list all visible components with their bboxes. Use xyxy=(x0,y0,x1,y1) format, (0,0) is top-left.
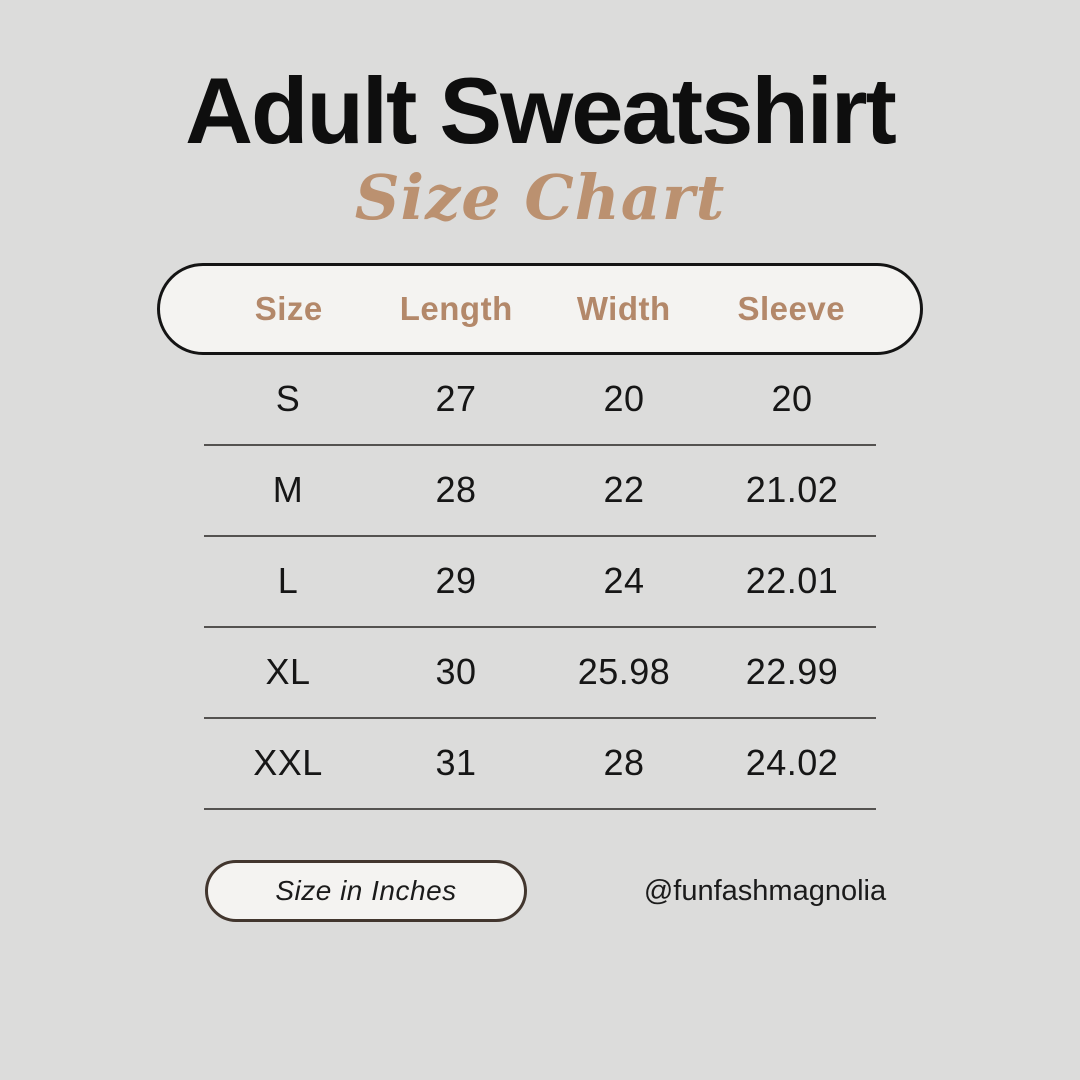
column-header-sleeve: Sleeve xyxy=(737,289,846,327)
column-header-length: Length xyxy=(399,289,513,327)
cell-sleeve: 24.02 xyxy=(745,742,839,784)
cell-width: 24 xyxy=(603,560,645,602)
cell-size: XL xyxy=(265,651,311,693)
cell-width: 28 xyxy=(603,742,645,784)
column-header-width: Width xyxy=(576,289,671,327)
size-table: S 27 20 20 M 28 22 21.02 L 29 24 22.01 X… xyxy=(204,355,876,810)
page-subtitle: Size Chart xyxy=(354,160,726,234)
cell-size: M xyxy=(272,469,304,511)
unit-badge: Size in Inches xyxy=(205,859,527,922)
unit-badge-label: Size in Inches xyxy=(275,874,457,906)
page-title: Adult Sweatshirt xyxy=(185,58,897,163)
cell-length: 29 xyxy=(435,560,477,602)
cell-length: 30 xyxy=(435,651,477,693)
cell-width: 20 xyxy=(603,378,645,420)
table-row: XXL 31 28 24.02 xyxy=(204,719,876,810)
cell-width: 22 xyxy=(603,469,645,511)
table-row: S 27 20 20 xyxy=(204,355,876,446)
cell-sleeve: 21.02 xyxy=(745,469,839,511)
table-row: M 28 22 21.02 xyxy=(204,446,876,537)
cell-size: XXL xyxy=(253,742,323,784)
cell-size: L xyxy=(277,560,299,602)
cell-size: S xyxy=(275,378,301,420)
social-handle: @funfashmagnolia xyxy=(643,874,887,907)
table-row: L 29 24 22.01 xyxy=(204,537,876,628)
table-header-pill: Size Length Width Sleeve xyxy=(157,262,923,355)
cell-width: 25.98 xyxy=(577,651,671,693)
cell-length: 28 xyxy=(435,469,477,511)
footer: Size in Inches @funfashmagnolia xyxy=(0,859,1080,924)
cell-sleeve: 20 xyxy=(771,378,813,420)
cell-length: 31 xyxy=(435,742,477,784)
table-row: XL 30 25.98 22.99 xyxy=(204,628,876,719)
cell-sleeve: 22.01 xyxy=(745,560,839,602)
cell-sleeve: 22.99 xyxy=(745,651,839,693)
column-header-size: Size xyxy=(254,289,323,327)
cell-length: 27 xyxy=(435,378,477,420)
